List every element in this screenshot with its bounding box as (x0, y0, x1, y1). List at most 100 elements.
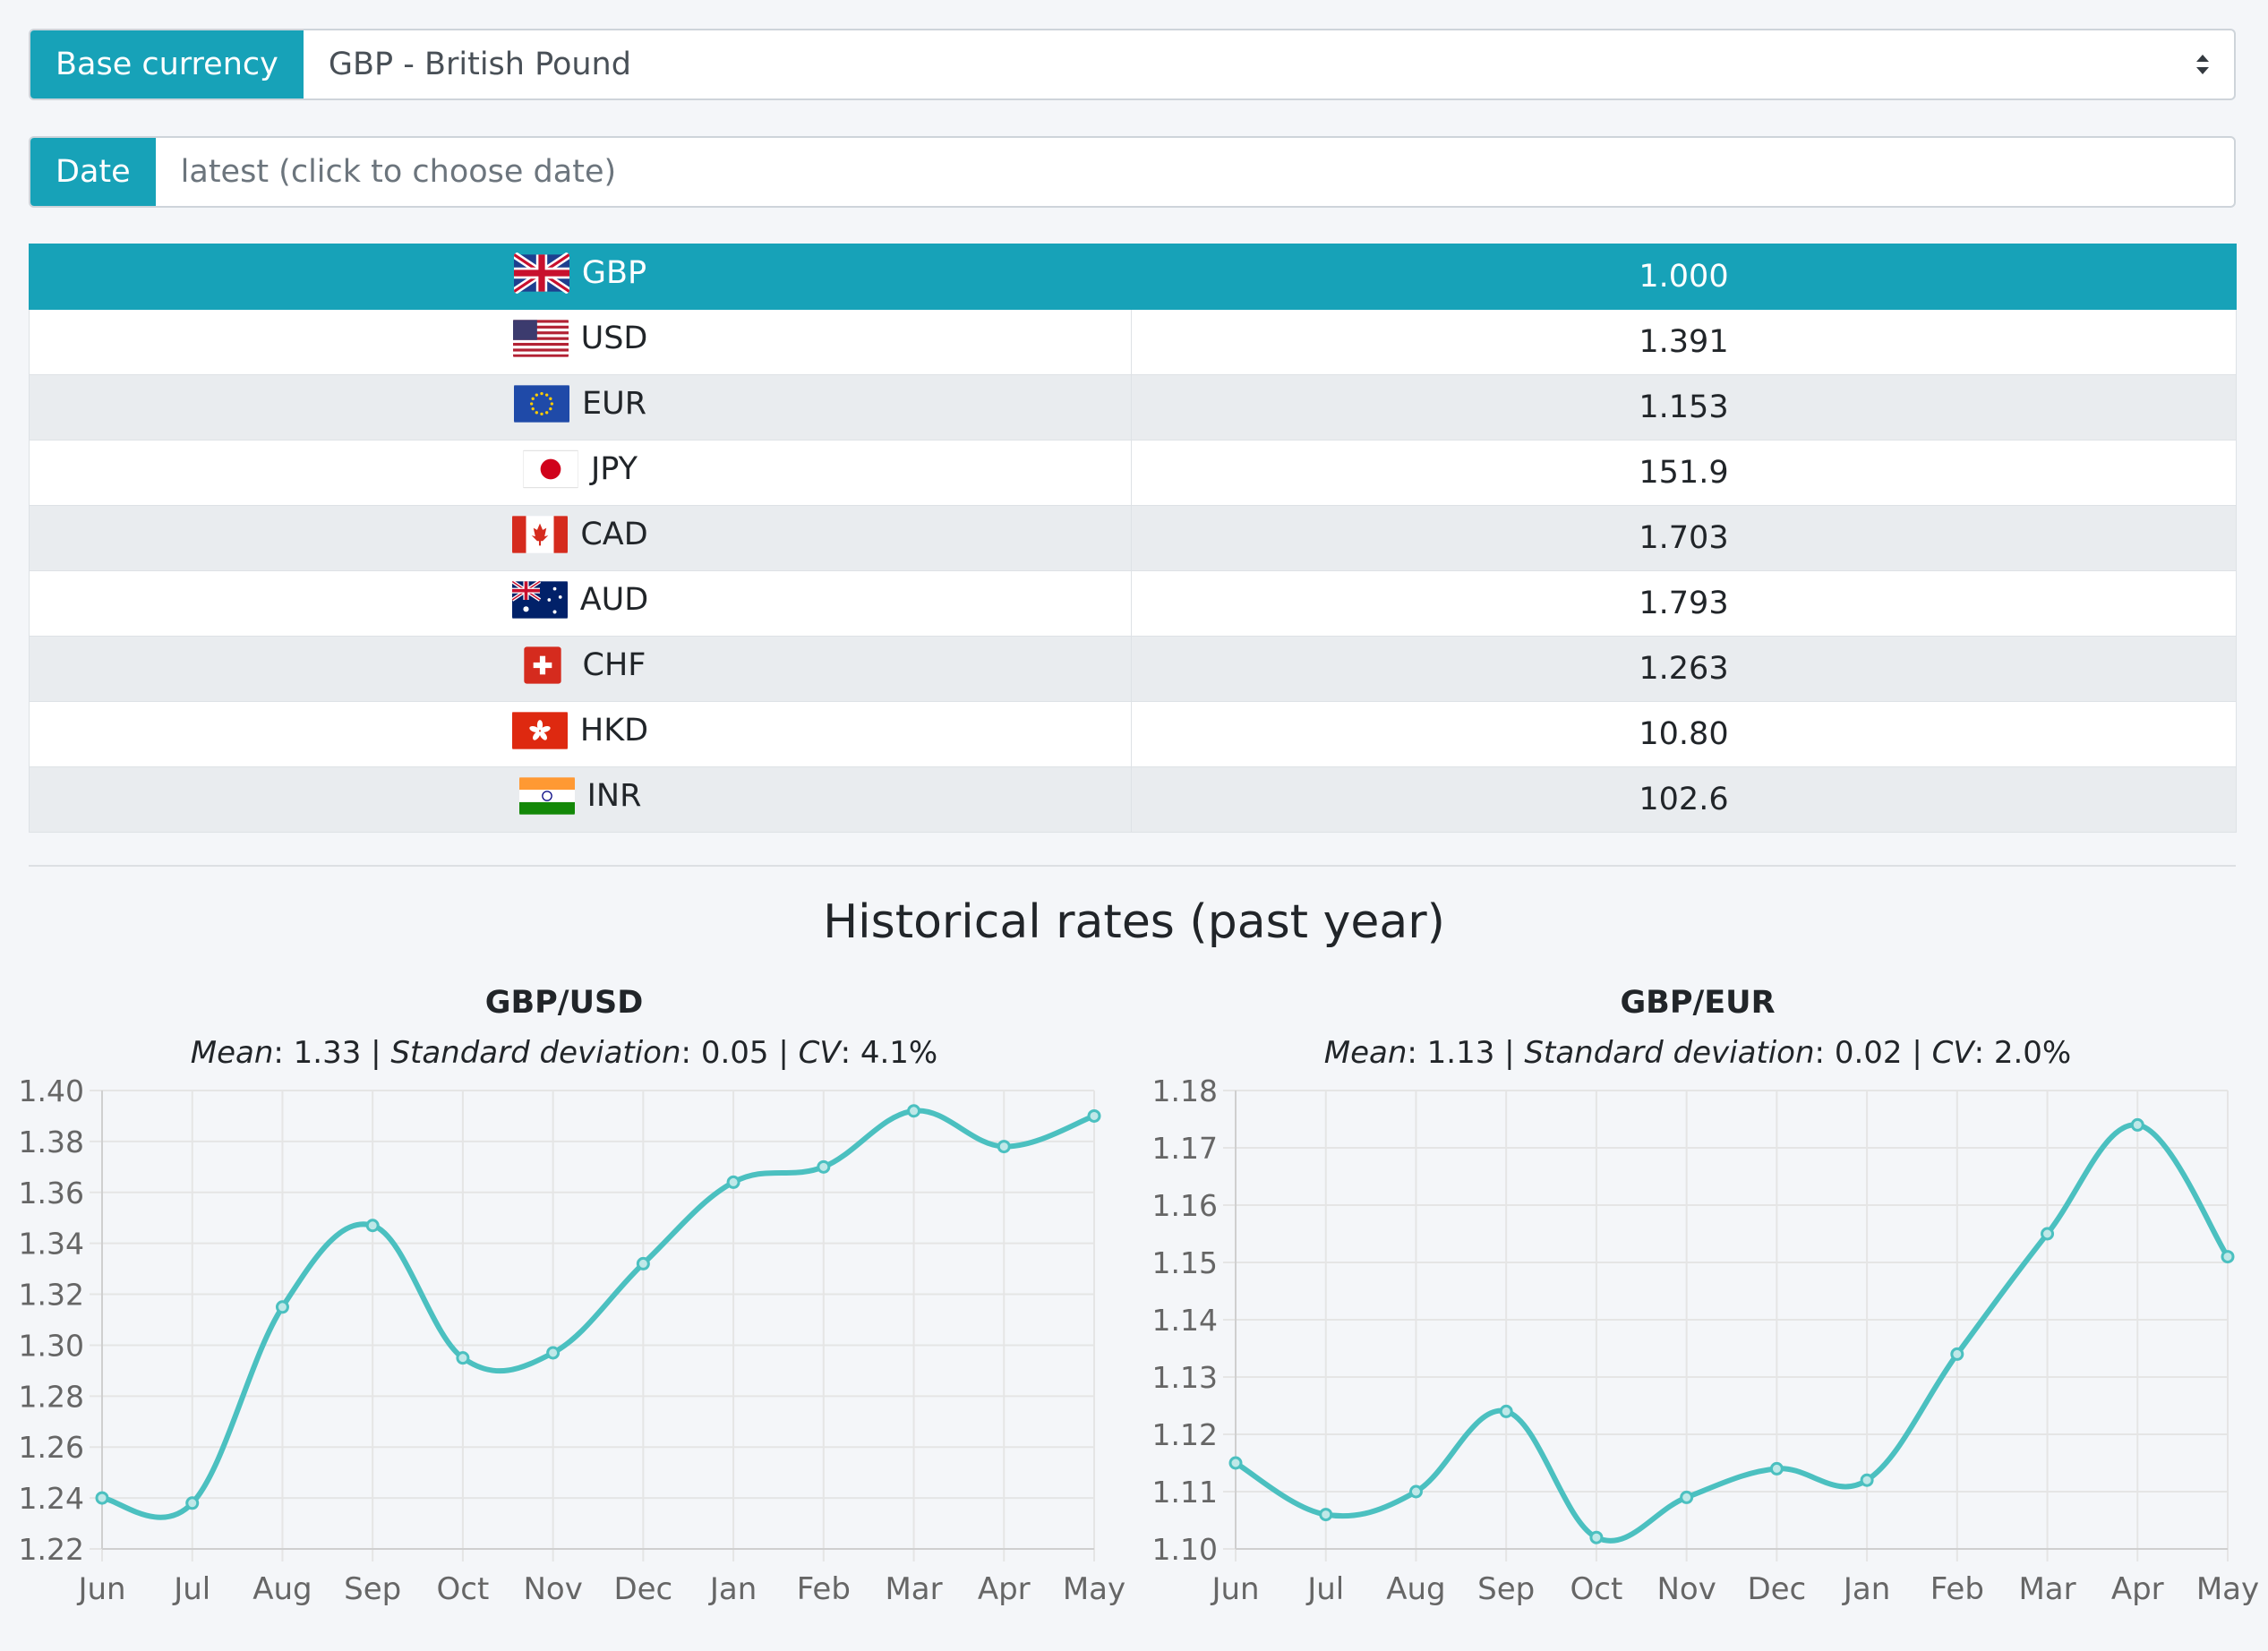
rate-row-eur: EUR 1.153 (29, 374, 2237, 441)
x-tick-label: Apr (978, 1571, 1031, 1607)
data-point[interactable] (95, 1491, 109, 1505)
data-point[interactable] (1087, 1108, 1101, 1123)
currency-code: AUD (579, 581, 649, 618)
rate-row-usd: USD 1.391 (29, 309, 2237, 375)
y-tick-label: 1.17 (1152, 1131, 1218, 1166)
x-tick-label: Jul (172, 1571, 210, 1607)
data-point[interactable] (997, 1140, 1011, 1154)
series-line (1234, 1122, 2230, 1544)
rate-row-hkd: HKD 10.80 (29, 701, 2237, 767)
y-tick-label: 1.18 (1152, 1074, 1218, 1108)
data-point[interactable] (1499, 1404, 1513, 1418)
x-tick-label: Mar (885, 1571, 942, 1607)
x-tick-label: Nov (523, 1571, 582, 1607)
y-tick-label: 1.30 (19, 1328, 84, 1363)
uk-flag-icon (513, 252, 569, 294)
line-chart: 1.18 1.17 1.16 1.15 1.14 1.13 1.12 1.11 1.10 Jun J… (1152, 1074, 2260, 1607)
y-tick-label: 1.34 (19, 1227, 84, 1262)
currency-code: CAD (580, 516, 648, 552)
jp-flag-icon (522, 449, 578, 490)
rate-value: 10.80 (1131, 701, 2237, 767)
data-point[interactable] (1769, 1461, 1784, 1476)
currency-cell: USD (29, 309, 1132, 375)
data-point[interactable] (2130, 1117, 2144, 1132)
y-tick-label: 1.28 (19, 1379, 84, 1414)
currency-cell: JPY (29, 440, 1132, 506)
date-label: Date (30, 138, 156, 206)
us-flag-icon (512, 318, 569, 359)
currency-code: EUR (581, 385, 647, 422)
data-point[interactable] (1228, 1456, 1243, 1470)
x-tick-label: Sep (1477, 1571, 1535, 1607)
currency-cell: HKD (29, 701, 1132, 767)
x-tick-label: Oct (1570, 1571, 1623, 1607)
data-point[interactable] (185, 1496, 200, 1510)
x-tick-label: Aug (252, 1571, 312, 1607)
rate-value: 151.9 (1131, 440, 2237, 506)
x-tick-label: Jun (1210, 1571, 1259, 1607)
data-point[interactable] (726, 1175, 740, 1189)
x-tick-label: Jan (708, 1571, 757, 1607)
historical-title: Historical rates (past year) (823, 895, 1445, 949)
currency-cell: INR (29, 766, 1132, 833)
x-tick-label: Feb (797, 1571, 851, 1607)
rates-table: GBP 1.000 USD 1.391 EUR 1.153 JPY 151.9 CAD 1.703… (29, 244, 2237, 833)
base-currency-select[interactable]: Base currency GBP - British Pound (29, 29, 2236, 100)
y-tick-label: 1.26 (19, 1430, 84, 1465)
y-tick-label: 1.14 (1152, 1303, 1218, 1338)
data-point[interactable] (636, 1256, 650, 1270)
x-tick-label: Sep (344, 1571, 401, 1607)
x-tick-label: May (2196, 1571, 2259, 1607)
x-tick-label: Feb (1930, 1571, 1984, 1607)
y-tick-label: 1.15 (1152, 1245, 1218, 1280)
select-arrows-icon[interactable] (2195, 53, 2211, 76)
base-currency-value[interactable]: GBP - British Pound (328, 47, 631, 82)
rate-row-inr: INR 102.6 (29, 766, 2237, 833)
series-line (101, 1108, 1096, 1520)
x-tick-label: Mar (2018, 1571, 2075, 1607)
currency-code: USD (580, 320, 648, 356)
data-point[interactable] (1680, 1490, 1694, 1504)
rate-value: 102.6 (1131, 766, 2237, 833)
data-point[interactable] (1589, 1530, 1604, 1544)
data-point[interactable] (907, 1104, 921, 1118)
base-currency-label: Base currency (30, 30, 304, 98)
x-tick-label: Aug (1386, 1571, 1445, 1607)
currency-cell: GBP (29, 244, 1132, 310)
x-tick-label: Jan (1842, 1571, 1890, 1607)
currency-cell: EUR (29, 374, 1132, 441)
y-tick-label: 1.36 (19, 1176, 84, 1210)
currency-cell: AUD (29, 570, 1132, 637)
data-point[interactable] (456, 1351, 470, 1365)
data-point[interactable] (1408, 1484, 1423, 1499)
chart-stats: Mean: 1.33 | Standard deviation: 0.05 | … (190, 1035, 938, 1071)
chart-gbp-eur: GBP/EUR Mean: 1.13 | Standard deviation:… (1143, 985, 2260, 1651)
rate-row-aud: AUD 1.793 (29, 570, 2237, 637)
chart-gbp-usd: GBP/USD Mean: 1.33 | Standard deviation:… (9, 985, 1126, 1651)
x-tick-label: Nov (1656, 1571, 1716, 1607)
data-point[interactable] (275, 1300, 289, 1314)
data-point[interactable] (2041, 1227, 2055, 1241)
data-point[interactable] (817, 1159, 831, 1174)
au-flag-icon (511, 579, 568, 620)
y-tick-label: 1.22 (19, 1532, 84, 1567)
data-point[interactable] (1860, 1473, 1874, 1487)
data-point[interactable] (1319, 1508, 1333, 1522)
eu-flag-icon (513, 383, 569, 424)
data-point[interactable] (2221, 1250, 2235, 1264)
rate-value: 1.793 (1131, 570, 2237, 637)
y-tick-label: 1.10 (1152, 1532, 1218, 1567)
ch-flag-icon (515, 645, 570, 686)
date-picker[interactable]: Date latest (click to choose date) (29, 136, 2236, 208)
rate-value: 1.703 (1131, 505, 2237, 571)
y-tick-label: 1.12 (1152, 1417, 1218, 1452)
chart-title: GBP/USD (484, 985, 644, 1021)
rate-value: 1.153 (1131, 374, 2237, 441)
data-point[interactable] (1950, 1347, 1964, 1361)
date-input[interactable]: latest (click to choose date) (180, 154, 617, 190)
data-point[interactable] (546, 1346, 561, 1360)
currency-code: GBP (581, 254, 647, 291)
y-tick-label: 1.16 (1152, 1188, 1218, 1223)
x-tick-label: May (1063, 1571, 1125, 1607)
data-point[interactable] (365, 1219, 380, 1233)
